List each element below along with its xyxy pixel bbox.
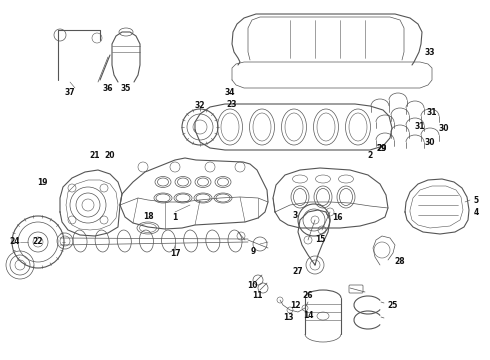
Text: 29: 29 xyxy=(377,144,387,153)
Text: 32: 32 xyxy=(195,100,205,109)
Text: 36: 36 xyxy=(103,84,113,93)
Text: 37: 37 xyxy=(65,87,75,96)
Text: 25: 25 xyxy=(388,301,398,310)
Text: 4: 4 xyxy=(473,207,479,216)
Text: 21: 21 xyxy=(90,150,100,159)
Text: 1: 1 xyxy=(172,212,177,221)
Text: 9: 9 xyxy=(250,248,256,256)
Text: 13: 13 xyxy=(283,314,293,323)
Text: 24: 24 xyxy=(10,238,20,247)
Text: 31: 31 xyxy=(427,108,437,117)
Text: 30: 30 xyxy=(425,138,435,147)
Text: 5: 5 xyxy=(473,195,479,204)
Text: 29: 29 xyxy=(377,144,387,153)
Text: 28: 28 xyxy=(394,257,405,266)
Text: 12: 12 xyxy=(290,301,300,310)
Text: 10: 10 xyxy=(247,280,257,289)
Text: 15: 15 xyxy=(315,235,325,244)
Text: 23: 23 xyxy=(227,99,237,108)
Text: 35: 35 xyxy=(121,84,131,93)
Text: 22: 22 xyxy=(33,238,43,247)
Text: 17: 17 xyxy=(170,248,180,257)
Text: 33: 33 xyxy=(425,48,435,57)
Text: 26: 26 xyxy=(303,291,313,300)
Text: 2: 2 xyxy=(368,150,372,159)
Text: 30: 30 xyxy=(439,123,449,132)
Text: 31: 31 xyxy=(415,122,425,131)
Text: 18: 18 xyxy=(143,212,153,220)
Text: 19: 19 xyxy=(37,177,47,186)
Text: 11: 11 xyxy=(252,291,262,300)
Text: 20: 20 xyxy=(105,150,115,159)
Text: 16: 16 xyxy=(332,212,342,221)
Text: 3: 3 xyxy=(293,211,297,220)
Text: 14: 14 xyxy=(303,310,313,320)
Text: 27: 27 xyxy=(293,267,303,276)
Text: 34: 34 xyxy=(225,87,235,96)
